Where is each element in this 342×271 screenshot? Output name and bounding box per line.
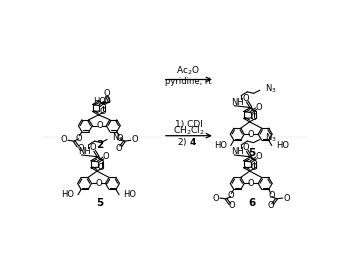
Text: N$_3$: N$_3$: [265, 132, 277, 144]
Text: O: O: [268, 191, 275, 200]
Text: O: O: [76, 134, 82, 143]
Text: 5: 5: [248, 149, 255, 159]
Text: O: O: [268, 201, 274, 210]
Text: O: O: [283, 193, 290, 202]
Text: HO: HO: [276, 141, 289, 150]
Text: O: O: [104, 96, 110, 105]
Text: O: O: [227, 191, 234, 200]
Text: O: O: [248, 130, 254, 139]
Text: O: O: [250, 163, 257, 172]
Text: 2: 2: [96, 140, 103, 150]
Text: O: O: [228, 201, 235, 210]
Text: N$_3$: N$_3$: [265, 82, 277, 95]
Text: O: O: [117, 134, 123, 143]
Text: Ac$_2$O: Ac$_2$O: [176, 65, 200, 77]
Text: O: O: [250, 114, 257, 122]
Text: HO: HO: [123, 190, 136, 199]
Text: O: O: [242, 143, 249, 152]
Text: O: O: [96, 121, 103, 130]
Text: CH$_2$Cl$_2$: CH$_2$Cl$_2$: [173, 125, 204, 137]
Text: O: O: [95, 179, 102, 188]
Text: N$_3$: N$_3$: [113, 132, 124, 144]
Text: 2) $\mathbf{4}$: 2) $\mathbf{4}$: [177, 136, 197, 148]
Text: O: O: [102, 152, 109, 161]
Text: O: O: [255, 103, 262, 112]
Text: O: O: [98, 163, 104, 172]
Text: HO: HO: [93, 97, 106, 106]
Text: O: O: [104, 89, 110, 98]
Text: O: O: [77, 144, 84, 153]
Text: O: O: [242, 94, 249, 103]
Text: O: O: [99, 107, 106, 115]
Text: 6: 6: [248, 198, 255, 208]
Text: 5: 5: [96, 198, 103, 208]
Text: HO: HO: [61, 190, 74, 199]
Text: O: O: [213, 193, 219, 202]
Text: HO: HO: [214, 141, 227, 150]
Text: 1) CDI: 1) CDI: [174, 120, 202, 130]
Text: NH: NH: [231, 147, 244, 156]
Text: NH: NH: [231, 98, 244, 107]
Text: O: O: [90, 143, 96, 152]
Text: O: O: [61, 135, 67, 144]
Text: pyridine, rt: pyridine, rt: [165, 76, 212, 86]
Text: O: O: [248, 179, 254, 188]
Text: O: O: [115, 144, 122, 153]
Text: NH: NH: [78, 147, 91, 156]
Text: O: O: [255, 152, 262, 161]
Text: O: O: [131, 135, 138, 144]
